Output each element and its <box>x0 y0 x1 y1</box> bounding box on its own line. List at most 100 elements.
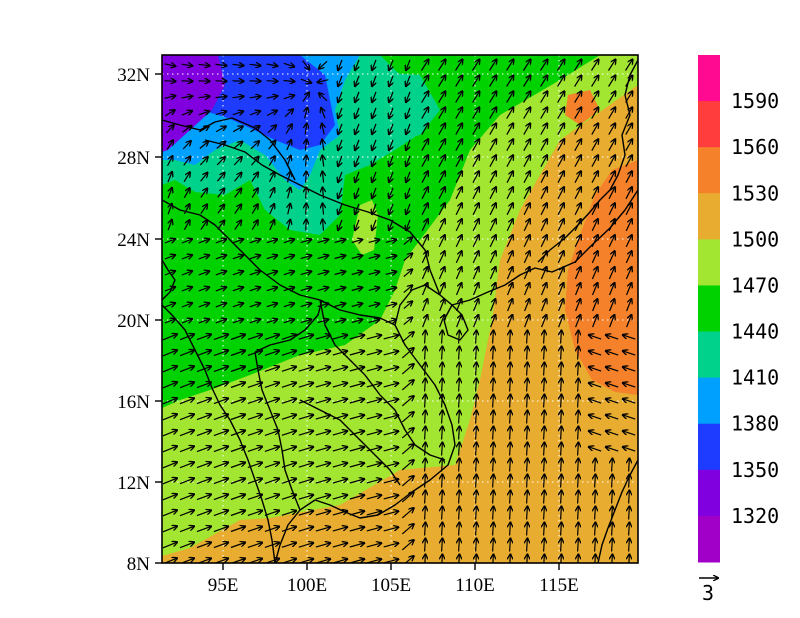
wind-arrow <box>389 171 393 182</box>
wind-arrow <box>442 395 443 408</box>
wind-arrow <box>179 414 194 421</box>
wind-arrow <box>527 427 528 440</box>
wind-arrow <box>300 271 312 274</box>
wind-arrow <box>510 411 511 424</box>
latitude-tick-label: 8N <box>127 554 151 575</box>
wind-arrow <box>355 59 359 70</box>
colorbar-label: 1350 <box>731 458 779 482</box>
wind-arrow <box>561 507 562 520</box>
wind-arrow <box>200 189 207 198</box>
wind-arrow <box>442 523 443 536</box>
colorbar-label: 1380 <box>731 412 779 436</box>
wind-arrow <box>455 139 462 151</box>
wind-arrow <box>455 251 461 264</box>
wind-arrow <box>425 459 426 472</box>
wind-arrow <box>264 431 279 436</box>
wind-arrow <box>230 367 245 373</box>
wind-arrow <box>298 543 313 548</box>
wind-arrow <box>183 188 189 199</box>
wind-arrow <box>510 555 511 563</box>
wind-arrow <box>368 240 380 243</box>
latitude-tick-label: 20N <box>117 311 150 332</box>
wind-arrow <box>421 91 429 103</box>
wind-arrow <box>332 479 347 484</box>
wind-arrow <box>389 219 393 230</box>
wind-arrow <box>306 172 307 183</box>
wind-arrow <box>490 315 496 328</box>
wind-arrow <box>459 411 460 424</box>
wind-arrow <box>372 219 376 230</box>
wind-arrow <box>438 139 445 151</box>
wind-arrow <box>606 367 619 372</box>
wind-arrow <box>557 123 564 135</box>
wind-arrow <box>215 96 227 97</box>
wind-arrow <box>401 492 413 503</box>
wind-arrow <box>592 299 598 312</box>
wind-arrow <box>389 139 393 150</box>
wind-arrow <box>383 495 399 500</box>
wind-arrow <box>606 335 619 340</box>
wind-arrow <box>183 204 189 215</box>
reference-vector-label: 3 <box>702 581 714 605</box>
wind-arrow <box>608 155 615 167</box>
wind-arrow <box>247 351 262 356</box>
wind-arrow <box>338 187 342 198</box>
wind-arrow <box>472 107 480 119</box>
wind-arrow <box>298 495 313 500</box>
wind-arrow <box>510 443 511 456</box>
wind-arrow <box>215 303 226 307</box>
colorbar-swatch <box>698 515 720 563</box>
wind-arrow <box>476 427 477 440</box>
wind-arrow <box>561 555 562 563</box>
wind-arrow <box>181 64 193 66</box>
wind-arrow <box>456 315 462 328</box>
wind-arrow <box>385 256 397 259</box>
wind-arrow <box>540 107 548 119</box>
wind-arrow <box>473 299 479 312</box>
wind-arrow <box>489 123 496 135</box>
wind-arrow <box>523 76 531 87</box>
wind-arrow <box>389 123 393 134</box>
wind-arrow <box>355 123 359 134</box>
wind-arrow <box>459 395 460 408</box>
wind-arrow <box>281 527 296 532</box>
wind-arrow <box>506 123 513 135</box>
wind-arrow <box>459 331 460 344</box>
wind-arrow <box>351 240 363 243</box>
colorbar-swatch <box>698 331 720 379</box>
wind-arrow <box>385 320 397 323</box>
wind-arrow <box>315 511 330 516</box>
wind-arrow <box>544 363 545 376</box>
wind-arrow <box>561 363 562 376</box>
wind-arrow <box>609 315 615 328</box>
wind-arrow <box>425 331 426 344</box>
wind-arrow <box>421 139 428 151</box>
wind-arrow <box>351 304 363 307</box>
wind-arrow <box>476 331 477 344</box>
wind-arrow <box>332 367 347 372</box>
wind-arrow <box>595 491 596 504</box>
wind-arrow <box>544 475 545 488</box>
wind-arrow <box>421 219 428 232</box>
wind-arrow <box>264 335 279 340</box>
wind-arrow <box>298 415 313 420</box>
wind-arrow <box>266 319 277 322</box>
wind-arrow <box>179 526 194 533</box>
wind-arrow <box>557 283 564 296</box>
wind-arrow <box>523 187 530 200</box>
wind-arrow <box>438 171 445 183</box>
wind-arrow <box>230 431 245 437</box>
wind-arrow <box>383 383 399 388</box>
wind-arrow <box>623 383 636 388</box>
wind-arrow <box>472 203 479 216</box>
wind-arrow <box>315 399 330 404</box>
wind-arrow <box>472 251 478 264</box>
wind-arrow <box>442 507 443 520</box>
wind-arrow <box>298 479 313 484</box>
wind-arrow <box>199 142 208 149</box>
wind-arrow <box>455 76 463 87</box>
wind-arrow <box>608 139 615 151</box>
wind-arrow <box>421 235 428 248</box>
wind-arrow <box>476 491 477 504</box>
wind-arrow <box>574 139 581 151</box>
